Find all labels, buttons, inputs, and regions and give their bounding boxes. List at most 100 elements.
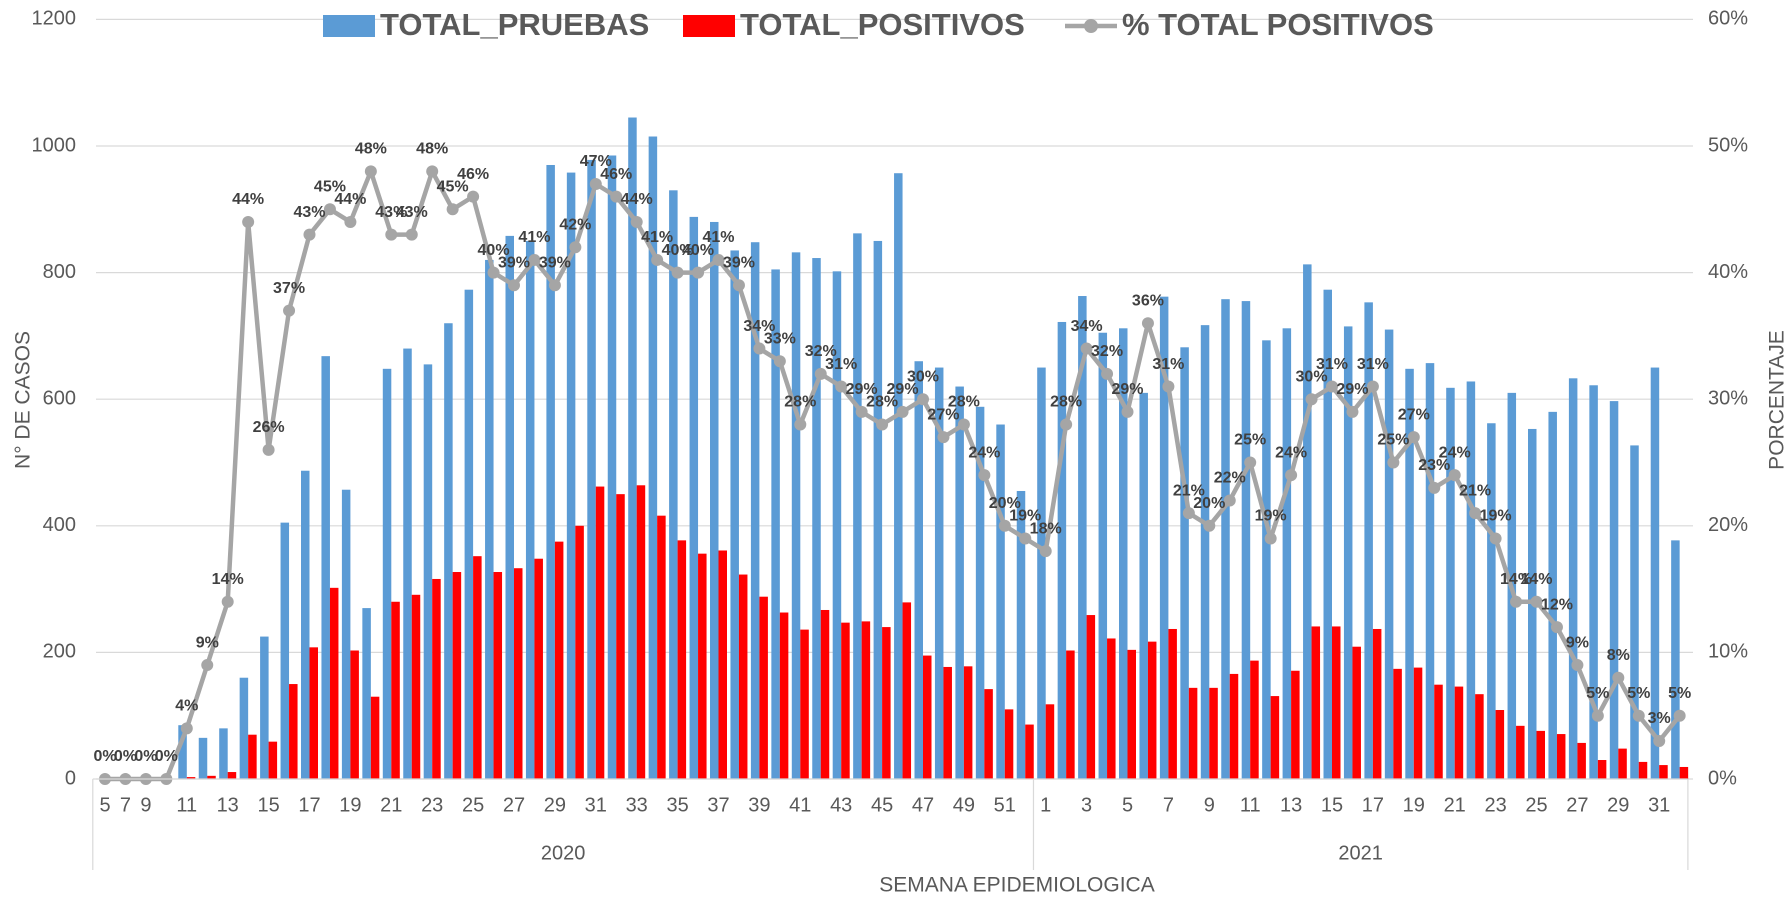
bar	[525, 240, 535, 779]
data-label: 0%	[114, 748, 137, 765]
bar	[403, 348, 412, 779]
bar	[1434, 684, 1443, 779]
bar	[198, 737, 208, 779]
data-label: 20%	[989, 495, 1021, 512]
y2-tick-label: 0%	[1708, 767, 1737, 789]
bar	[341, 489, 351, 779]
data-label: 26%	[253, 419, 285, 436]
x-tick-label: 49	[953, 794, 975, 816]
data-label: 45%	[314, 179, 346, 196]
data-label: 19%	[1255, 508, 1287, 525]
line-marker	[487, 266, 500, 279]
data-label: 8%	[1607, 647, 1630, 664]
line-marker	[1612, 671, 1625, 684]
bar	[832, 271, 842, 779]
y-axis-title: N° DE CASOS	[12, 331, 35, 469]
bar	[1180, 347, 1189, 779]
bar	[464, 289, 474, 779]
bar	[566, 172, 576, 779]
bar	[452, 572, 462, 779]
line-marker	[1019, 532, 1032, 545]
x-tick-label: 27	[1566, 794, 1588, 816]
data-label: 5%	[1586, 685, 1609, 702]
bar	[853, 233, 862, 779]
bar	[1229, 673, 1239, 779]
bar	[1078, 296, 1087, 779]
legend-label: TOTAL_PRUEBAS	[380, 7, 649, 42]
data-label: 41%	[641, 229, 673, 246]
x-tick-label: 19	[1403, 794, 1425, 816]
data-label: 0%	[93, 748, 116, 765]
bar	[1282, 328, 1292, 779]
data-label: 43%	[293, 204, 325, 221]
x-tick-label: 41	[789, 794, 811, 816]
line-marker	[671, 266, 684, 279]
bar	[873, 240, 883, 779]
bar	[882, 627, 891, 779]
bar	[1250, 660, 1259, 779]
x-tick-label: 11	[176, 794, 197, 816]
bar	[1323, 289, 1332, 779]
bar	[1413, 667, 1423, 779]
data-label: 48%	[355, 141, 387, 158]
line-marker	[589, 177, 602, 190]
bar	[914, 361, 923, 779]
x-tick-label: 9	[140, 794, 151, 816]
data-label: 21%	[1459, 482, 1491, 499]
bar	[575, 525, 584, 779]
bar	[1679, 766, 1689, 779]
bar	[1098, 332, 1108, 779]
y-tick-label: 1000	[32, 134, 77, 156]
bar	[1495, 710, 1505, 779]
data-label: 31%	[1357, 356, 1389, 373]
bar	[219, 728, 228, 779]
data-label: 5%	[1627, 685, 1650, 702]
bar	[1303, 264, 1312, 780]
x-tick-label: 9	[1204, 794, 1215, 816]
bar	[1475, 694, 1484, 779]
bar	[616, 494, 625, 779]
data-label: 39%	[539, 254, 571, 271]
data-label: 23%	[1418, 457, 1450, 474]
data-label: 31%	[825, 356, 857, 373]
x-tick-label: 19	[339, 794, 361, 816]
bar	[1597, 760, 1607, 779]
x-tick-label: 27	[503, 794, 525, 816]
x-tick-label: 45	[871, 794, 893, 816]
line-marker	[1387, 456, 1400, 469]
line-marker	[344, 215, 357, 228]
bar	[350, 650, 359, 779]
bar	[657, 515, 666, 779]
bar	[587, 159, 596, 779]
bar	[963, 666, 973, 779]
bar	[1025, 724, 1034, 779]
bar	[432, 578, 441, 779]
bar	[791, 252, 801, 779]
bar	[248, 734, 257, 779]
bar	[1343, 326, 1353, 779]
bar	[1311, 626, 1321, 779]
bar	[759, 596, 768, 779]
data-label: 39%	[723, 254, 755, 271]
data-label: 30%	[907, 368, 939, 385]
line-marker	[794, 418, 807, 431]
line-marker	[1366, 380, 1379, 393]
line-marker	[1326, 380, 1338, 393]
x-tick-label: 37	[707, 794, 729, 816]
bar	[239, 677, 249, 779]
data-label: 44%	[621, 191, 653, 208]
x-tick-label: 11	[1240, 794, 1261, 816]
data-label: 5%	[1668, 685, 1691, 702]
line-marker	[1550, 621, 1563, 634]
line-marker	[692, 266, 705, 279]
line-marker	[712, 253, 725, 266]
line-marker	[569, 241, 582, 254]
bar	[955, 386, 964, 779]
bar	[1291, 670, 1300, 779]
line-marker	[1101, 367, 1114, 380]
x-tick-label: 13	[1280, 794, 1302, 816]
line-marker	[1407, 431, 1420, 444]
line-marker	[467, 190, 480, 203]
bar	[1372, 628, 1382, 779]
bar	[1107, 638, 1116, 779]
